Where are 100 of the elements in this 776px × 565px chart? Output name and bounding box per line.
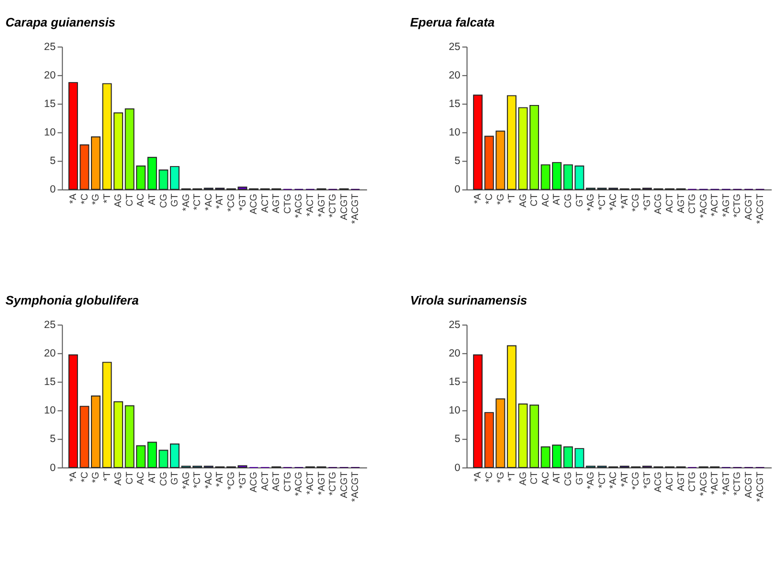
x-tick-label: *AT: [214, 472, 226, 487]
x-tick-label: ACT: [260, 472, 271, 491]
bar: [530, 104, 540, 190]
x-tick-label: *ACG: [294, 194, 305, 218]
x-tick-label: *ACG: [698, 472, 710, 496]
x-tick-label: *ACG: [294, 472, 305, 496]
x-tick-label: AC: [136, 472, 147, 485]
x-tick-label: *CT: [192, 472, 204, 488]
x-tick-label: *G: [495, 194, 506, 205]
x-tick-label: *G: [495, 472, 506, 483]
x-tick-label: AG: [518, 194, 529, 208]
x-tick-label: ACG: [248, 194, 260, 214]
bar: [473, 354, 483, 468]
x-tick-label: *GT: [642, 472, 653, 489]
x-tick-label: AG: [113, 472, 124, 486]
x-tick-label: *CT: [596, 472, 608, 488]
y-tick-label: 25: [44, 42, 56, 53]
x-tick-label: *AGT: [316, 193, 328, 217]
x-tick-label: *ACT: [305, 472, 316, 494]
x-tick-label: AC: [136, 194, 147, 207]
y-tick-label: 0: [454, 462, 461, 474]
y-tick-label: 5: [454, 156, 461, 168]
y-tick-label: 5: [454, 434, 461, 446]
x-tick-label: AT: [552, 193, 563, 206]
x-tick-label: ACG: [653, 472, 664, 492]
y-tick-label: 20: [448, 348, 461, 360]
y-tick-label: 15: [448, 99, 461, 110]
y-tick-label: 20: [448, 70, 461, 82]
x-tick-label: *C: [484, 472, 495, 482]
x-tick-label: CTG: [282, 194, 294, 214]
x-tick-label: *AC: [608, 194, 620, 211]
x-tick-label: AG: [518, 472, 529, 486]
x-tick-label: *AC: [203, 194, 214, 211]
x-tick-label: *A: [68, 193, 80, 204]
bar: [530, 404, 540, 468]
x-tick-label: *A: [472, 193, 484, 204]
x-tick-label: *AC: [203, 472, 214, 489]
x-tick-label: *T: [102, 194, 113, 204]
x-tick-label: *CT: [192, 194, 204, 210]
x-tick-label: *CTG: [328, 194, 339, 218]
x-tick-label: *AGT: [720, 193, 732, 217]
x-tick-label: CG: [562, 472, 574, 486]
x-tick-label: ACGT: [338, 194, 350, 220]
bar: [90, 136, 101, 190]
x-tick-label: CTG: [282, 472, 294, 492]
y-tick-label: 20: [44, 348, 56, 360]
x-tick-label: AGT: [676, 193, 687, 214]
x-tick-label: AC: [540, 194, 552, 207]
x-tick-label: ACT: [260, 194, 271, 213]
x-tick-label: *ACG: [698, 194, 710, 218]
x-tick-label: CT: [529, 472, 540, 484]
x-tick-label: CG: [158, 472, 170, 486]
y-tick-label: 5: [50, 434, 56, 446]
bar: [170, 444, 180, 468]
chart-title: Carapa guianensis: [5, 16, 116, 30]
x-tick-label: ACT: [664, 472, 676, 491]
x-tick-label: *AG: [586, 194, 597, 212]
x-tick-label: *AG: [180, 194, 192, 212]
x-tick-label: CTG: [687, 194, 698, 214]
y-tick-label: 10: [448, 406, 461, 417]
y-tick-label: 0: [454, 184, 461, 196]
y-tick-label: 25: [448, 42, 461, 53]
x-tick-label: *CG: [630, 472, 642, 490]
x-tick-label: *ACT: [305, 193, 316, 216]
x-tick-label: *CTG: [732, 472, 744, 496]
x-tick-label: ACGT: [744, 472, 755, 498]
x-tick-label: GT: [574, 194, 586, 207]
x-tick-label: AT: [147, 193, 158, 206]
y-tick-label: 10: [44, 128, 56, 139]
y-tick-label: 25: [448, 320, 461, 331]
y-tick-label: 10: [448, 128, 461, 139]
bar: [473, 94, 483, 190]
x-tick-label: AGT: [676, 472, 687, 492]
x-tick-label: *C: [79, 472, 90, 482]
x-tick-label: *AC: [608, 472, 620, 489]
y-tick-label: 15: [448, 377, 461, 388]
x-tick-label: *AT: [619, 193, 630, 209]
chart-title: Eperua falcata: [410, 16, 495, 30]
x-tick-label: *AG: [586, 472, 597, 490]
x-tick-label: *AT: [214, 193, 226, 209]
x-tick-label: ACT: [664, 194, 676, 213]
x-tick-label: ACGT: [338, 472, 350, 498]
x-tick-label: AT: [147, 472, 158, 484]
x-tick-label: ACG: [653, 194, 664, 214]
x-tick-label: *G: [90, 472, 102, 483]
x-tick-label: *ACT: [710, 472, 721, 494]
x-tick-label: *T: [506, 194, 518, 204]
x-tick-label: *ACGT: [754, 472, 766, 502]
x-tick-label: CT: [124, 472, 136, 484]
y-tick-label: 15: [44, 377, 56, 388]
bar: [170, 166, 180, 190]
x-tick-label: *AG: [180, 472, 192, 490]
y-tick-label: 0: [50, 462, 56, 474]
bar: [90, 396, 101, 468]
y-tick-label: 0: [50, 184, 56, 196]
x-tick-label: CG: [562, 194, 574, 208]
x-tick-label: GT: [574, 472, 586, 485]
x-tick-label: *GT: [237, 194, 248, 211]
chart-title: Virola surinamensis: [410, 294, 528, 308]
x-tick-label: *A: [68, 471, 80, 482]
